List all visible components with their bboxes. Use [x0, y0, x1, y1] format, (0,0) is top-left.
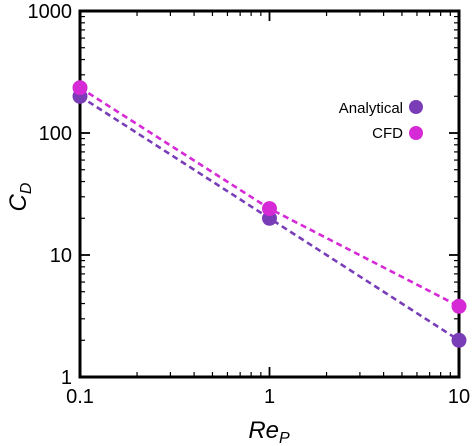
data-points	[72, 80, 467, 348]
legend-label-analytical: Analytical	[339, 100, 403, 117]
legend-item-cfd: CFD	[372, 125, 423, 142]
legend: Analytical CFD	[339, 100, 423, 142]
plot-frame	[78, 9, 461, 379]
axis-ticks	[79, 10, 460, 378]
x-axis-title-sub: P	[279, 430, 290, 446]
y-tick-label: 1	[61, 367, 72, 389]
legend-marker-analytical	[409, 100, 423, 114]
y-axis-title-main: C	[5, 193, 32, 211]
y-tick-label: 10	[50, 245, 72, 267]
legend-marker-cfd	[409, 126, 423, 140]
data-point-cfd	[262, 201, 277, 217]
y-axis-title-sub: D	[18, 182, 35, 194]
y-tick-label: 1000	[28, 1, 73, 23]
legend-item-analytical: Analytical	[339, 100, 423, 117]
x-tick-label: 1	[264, 386, 275, 408]
data-point-cfd	[72, 80, 88, 96]
y-tick-label: 100	[39, 123, 72, 145]
x-tick-label: 0.1	[66, 386, 94, 408]
fit-line-cfd	[79, 86, 460, 308]
y-axis-title: CD	[5, 182, 35, 211]
legend-label-cfd: CFD	[372, 125, 403, 142]
x-tick-label: 10	[448, 386, 470, 408]
data-point-cfd	[451, 298, 467, 314]
data-point-analytical	[451, 332, 467, 348]
x-axis-title-main: Re	[248, 417, 279, 444]
x-axis-title: ReP	[248, 417, 290, 446]
